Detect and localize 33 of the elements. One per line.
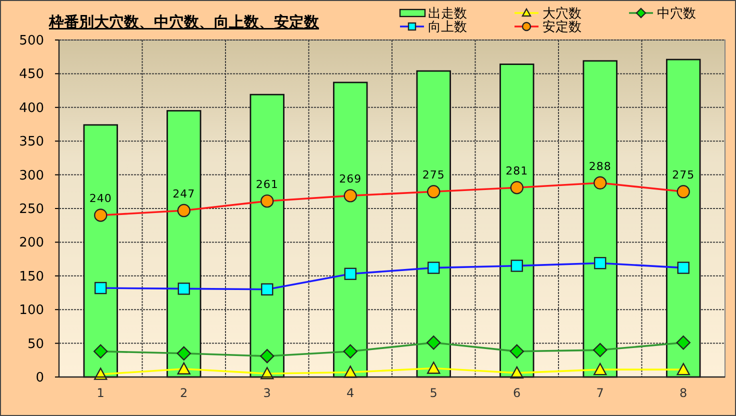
data-label: 269	[339, 172, 362, 186]
y-tick-label: 100	[19, 303, 44, 318]
x-tick-label: 3	[263, 386, 271, 400]
legend-label: 中穴数	[657, 6, 696, 22]
x-tick-label: 1	[96, 386, 104, 400]
x-tick-label: 2	[180, 386, 188, 400]
y-tick-label: 200	[19, 236, 44, 251]
chart-title: 枠番別大穴数、中穴数、向上数、安定数	[48, 13, 320, 31]
y-tick-label: 150	[19, 269, 44, 284]
x-tick-label: 7	[596, 386, 604, 400]
data-label: 288	[588, 160, 612, 173]
data-label: 247	[172, 188, 196, 201]
y-tick-label: 500	[19, 34, 44, 48]
legend-label: 大穴数	[542, 6, 582, 22]
data-label: 275	[422, 168, 445, 182]
legend-label: 安定数	[542, 19, 582, 35]
data-label: 240	[89, 192, 112, 206]
x-tick-label: 8	[680, 386, 688, 400]
data-label: 281	[506, 164, 528, 178]
data-label: 275	[672, 168, 695, 182]
legend-label: 向上数	[428, 20, 467, 35]
y-tick-label: 350	[19, 134, 44, 150]
legend-label: 出走数	[428, 6, 467, 22]
y-tick-label: 450	[19, 67, 44, 82]
y-tick-label: 250	[19, 202, 44, 217]
y-tick-label: 50	[27, 336, 44, 352]
x-tick-label: 6	[513, 386, 521, 400]
x-tick-label: 4	[346, 386, 354, 400]
x-tick-label: 5	[430, 386, 438, 400]
y-tick-label: 300	[19, 168, 44, 184]
y-tick-label: 0	[36, 370, 44, 386]
data-label: 261	[256, 178, 278, 192]
y-tick-label: 400	[19, 100, 44, 116]
